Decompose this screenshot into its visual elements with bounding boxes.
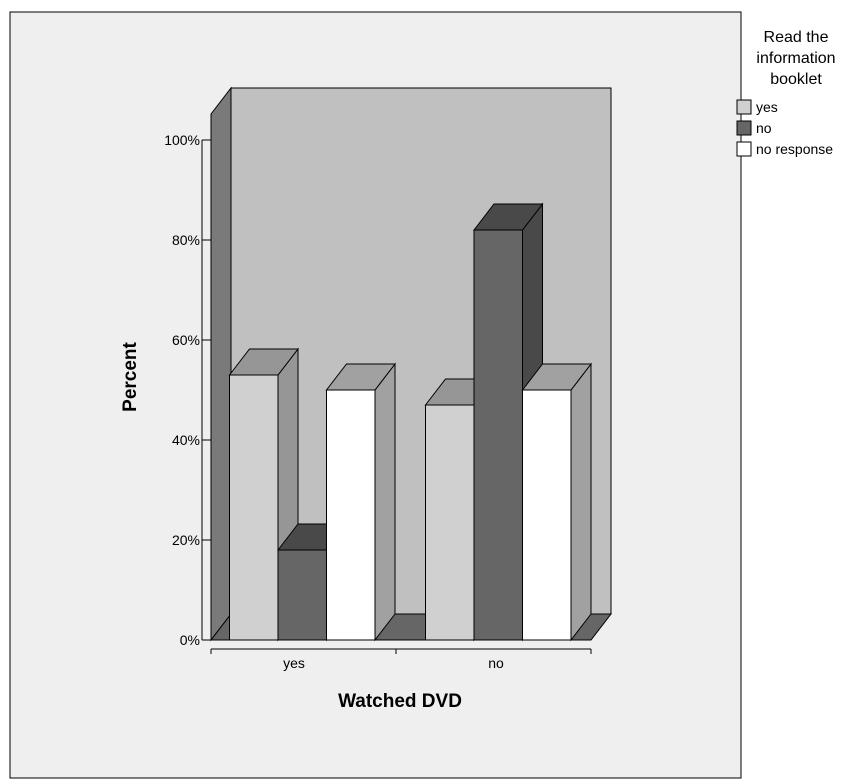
y-tick-label: 100% [164, 132, 200, 148]
axes-layer: 0% 20% 40% 60% 80% 100% yes no [164, 132, 592, 671]
legend-label: yes [756, 99, 778, 115]
y-tick-label: 60% [172, 332, 200, 348]
y-tick-label: 40% [172, 432, 200, 448]
legend-entries: yes no no response [736, 99, 833, 157]
legend: Read the information booklet yes no no res… [736, 29, 836, 157]
bar-front [277, 549, 327, 641]
x-tick-label: no [488, 655, 504, 671]
legend-label: no response [756, 141, 833, 157]
bar-front [473, 229, 523, 641]
bar-front [522, 389, 572, 641]
legend-title-line-1: Read the [764, 29, 829, 46]
bar-side [374, 362, 396, 642]
legend-title-line-2: information [756, 50, 835, 67]
x-tick-label: yes [283, 655, 305, 671]
bar-front [326, 389, 376, 641]
legend-title-line-3: booklet [770, 71, 822, 88]
y-tick-label: 0% [180, 632, 200, 648]
y-axis-title: Percent [120, 341, 141, 411]
y-tick-label: 80% [172, 232, 200, 248]
bar-front [229, 374, 279, 641]
bar-layer [228, 202, 593, 642]
legend-swatch [736, 141, 752, 157]
bar-front [425, 404, 475, 641]
y-tick-label: 20% [172, 532, 200, 548]
side-wall [210, 86, 232, 642]
legend-entry-yes: yes [736, 99, 778, 115]
bar-no-no-response [521, 362, 593, 642]
legend-label: no [756, 120, 772, 136]
legend-swatch [736, 99, 752, 115]
legend-entry-no-response: no response [736, 141, 833, 157]
bar-yes-no-response [325, 362, 397, 642]
legend-swatch [736, 120, 752, 136]
legend-entry-no: no [736, 120, 772, 136]
bar-side [570, 362, 592, 642]
x-axis-title: Watched DVD [338, 691, 462, 712]
